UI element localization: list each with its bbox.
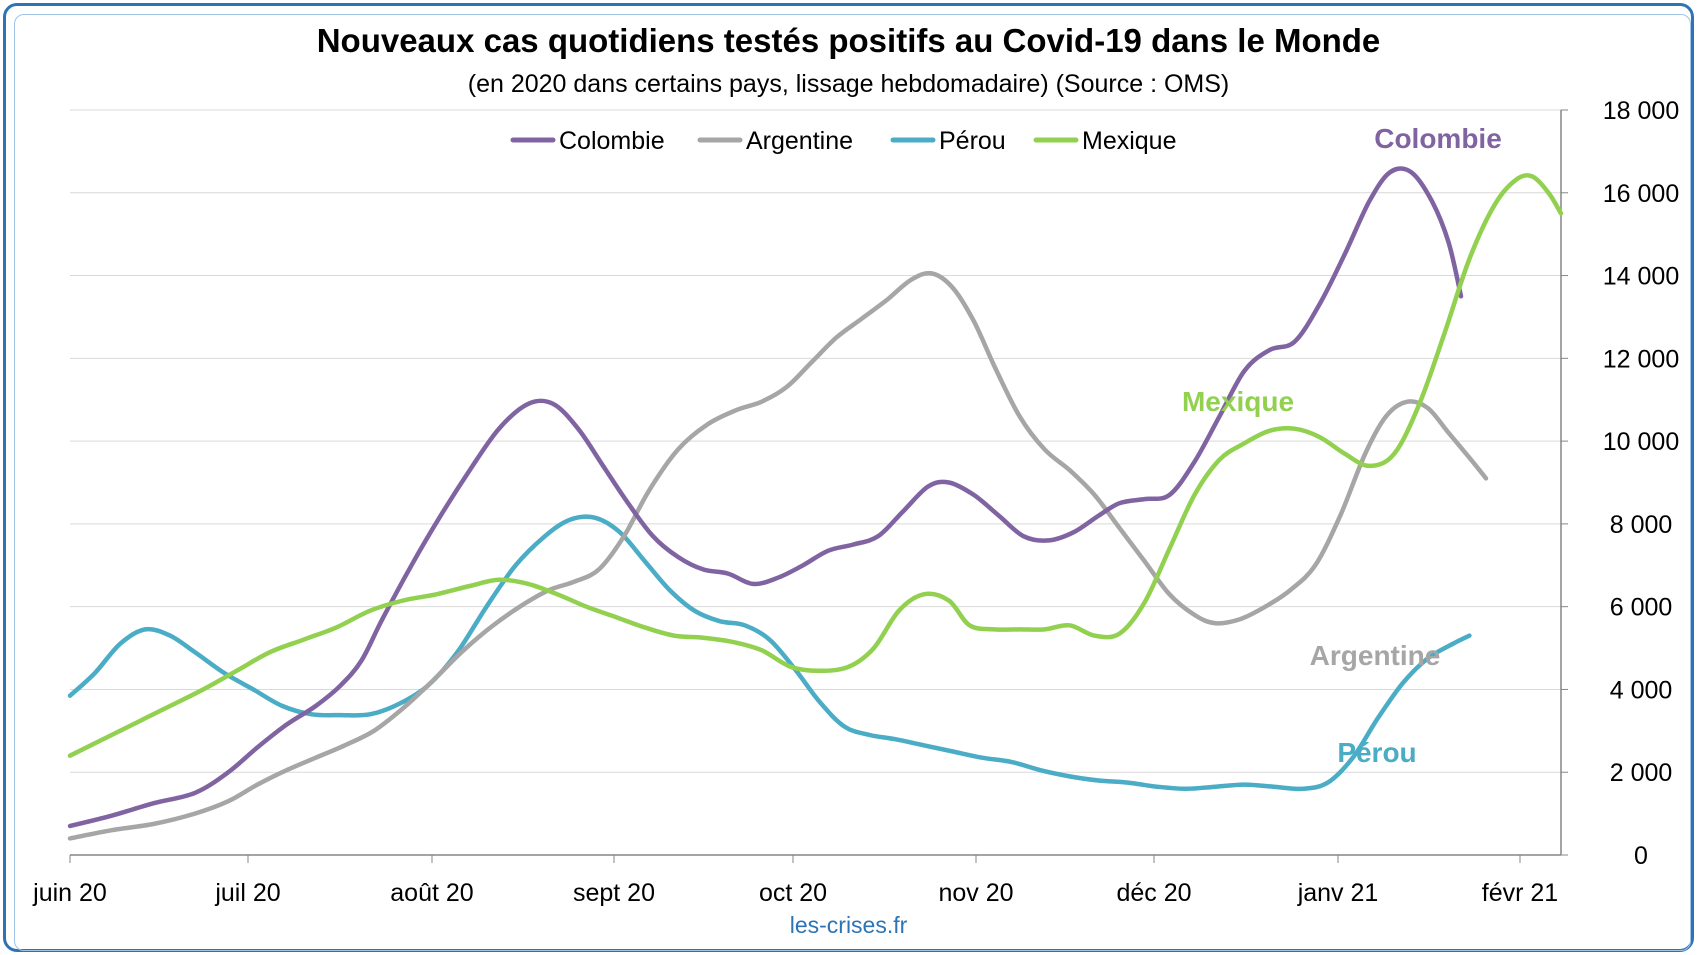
y-tick-label: 4 000 [1610, 676, 1673, 704]
y-tick-label: 18 000 [1603, 97, 1679, 125]
chart-title: Nouveaux cas quotidiens testés positifs … [316, 22, 1381, 59]
y-tick-label: 12 000 [1603, 345, 1679, 373]
series-line-argentine [67, 270, 1489, 841]
direct-label: Argentine [1310, 640, 1441, 671]
series-line-mexique [67, 173, 1564, 758]
x-tick-label: nov 20 [938, 879, 1013, 907]
x-tick-label: oct 20 [759, 879, 827, 907]
x-tick-label: sept 20 [573, 879, 655, 907]
y-tick-label: 10 000 [1603, 428, 1679, 456]
y-tick-label: 8 000 [1610, 511, 1673, 539]
x-tick-label: févr 21 [1482, 879, 1558, 907]
y-tick-label: 14 000 [1603, 263, 1679, 291]
y-tick-label: 6 000 [1610, 594, 1673, 622]
x-tick-label: juin 20 [32, 879, 107, 907]
legend-label: Mexique [1082, 127, 1177, 155]
source-footer: les-crises.fr [789, 912, 908, 938]
y-tick-label: 2 000 [1610, 759, 1673, 787]
x-tick-label: août 20 [390, 879, 473, 907]
direct-label: Pérou [1337, 737, 1416, 768]
series-line-colombie [67, 166, 1464, 829]
legend-label: Argentine [746, 127, 853, 155]
x-tick-label: juil 20 [214, 879, 280, 907]
y-tick-label: 0 [1634, 842, 1648, 870]
chart-frame [3, 3, 1694, 952]
x-tick-label: janv 21 [1297, 879, 1379, 907]
chart-frame-inner [14, 14, 1691, 951]
direct-label: Mexique [1182, 386, 1294, 417]
direct-label: Colombie [1374, 123, 1502, 154]
x-tick-label: déc 20 [1116, 879, 1191, 907]
y-tick-label: 16 000 [1603, 180, 1679, 208]
legend-label: Pérou [939, 127, 1006, 155]
legend-label: Colombie [559, 127, 665, 155]
chart-subtitle: (en 2020 dans certains pays, lissage heb… [467, 70, 1230, 98]
